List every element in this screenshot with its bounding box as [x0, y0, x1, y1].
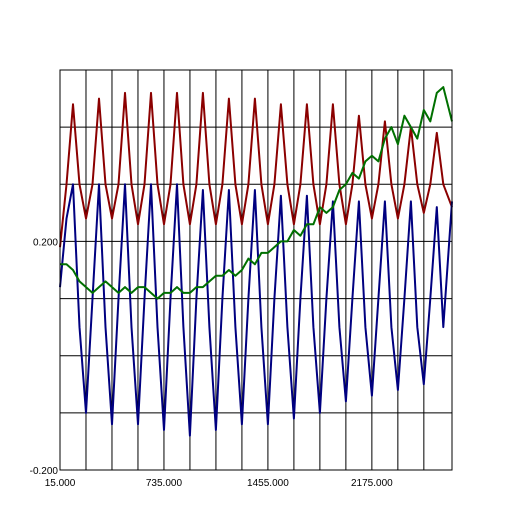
y-tick-label-0: 0.200 — [33, 237, 58, 248]
tick-layer: 15.000 735.000 1455.000 2175.000 0.200 -0.200 — [30, 237, 394, 489]
y-tick-label-1: -0.200 — [30, 466, 59, 477]
x-tick-label-3: 2175.000 — [351, 478, 393, 489]
x-tick-label-0: 15.000 — [45, 478, 76, 489]
x-tick-label-1: 735.000 — [146, 478, 183, 489]
series-line-1 — [59, 183, 453, 437]
series-layer — [59, 86, 453, 437]
plot-frame — [59, 69, 453, 471]
x-tick-label-2: 1455.000 — [247, 478, 289, 489]
grid-layer — [59, 69, 453, 471]
series-line-2 — [60, 86, 453, 300]
series-line-0 — [59, 91, 453, 248]
